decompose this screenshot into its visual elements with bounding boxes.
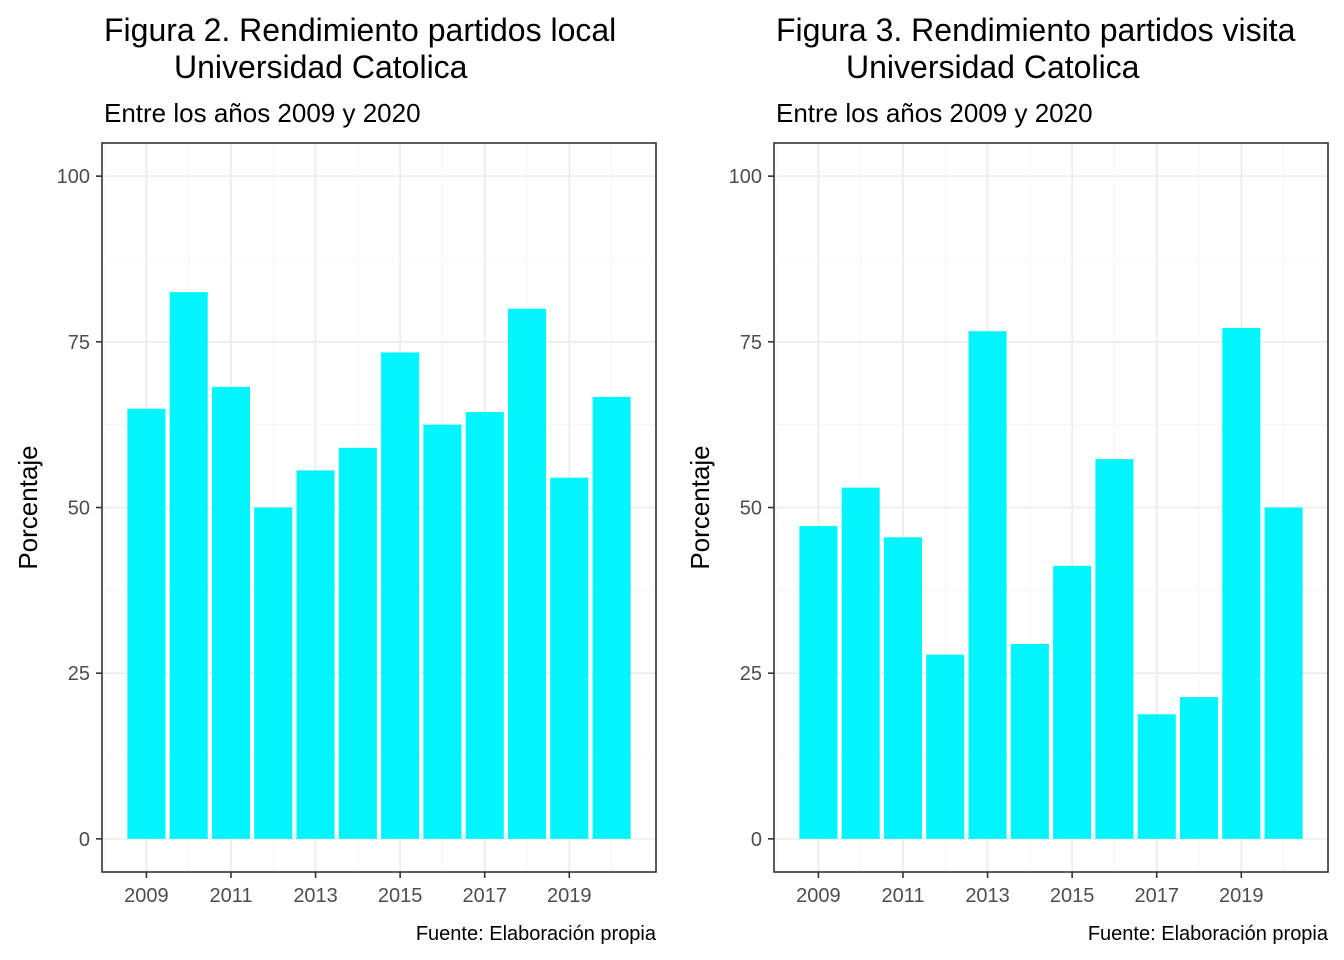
chart-title-line-1: Figura 3. Rendimiento partidos visita <box>776 12 1296 48</box>
chart-subtitle: Entre los años 2009 y 2020 <box>104 98 421 128</box>
y-tick-label: 100 <box>57 166 90 188</box>
bar-2017 <box>465 412 504 839</box>
y-tick-label: 0 <box>79 829 90 851</box>
y-tick-label: 100 <box>729 166 762 188</box>
x-tick-label: 2013 <box>965 885 1010 907</box>
bar-2009 <box>127 408 166 839</box>
chart-subtitle: Entre los años 2009 y 2020 <box>776 98 1093 128</box>
y-tick-label: 25 <box>740 663 762 685</box>
bar-2015 <box>1053 565 1092 839</box>
bar-2016 <box>1095 459 1134 839</box>
y-axis-label: Porcentaje <box>685 445 715 569</box>
x-tick-label: 2011 <box>209 885 252 907</box>
x-tick-label: 2017 <box>1134 885 1179 907</box>
bar-2018 <box>1179 697 1219 839</box>
bar-2018 <box>507 308 547 839</box>
bar-2011 <box>211 386 251 839</box>
bar-2014 <box>338 447 377 839</box>
x-tick-label: 2015 <box>378 885 423 907</box>
bar-2016 <box>423 424 462 839</box>
bar-2019 <box>1222 327 1261 839</box>
x-tick-label: 2015 <box>1050 885 1095 907</box>
chart-title-line-2: Universidad Catolica <box>846 49 1140 85</box>
chart-caption: Fuente: Elaboración propia <box>1088 923 1329 945</box>
x-tick-label: 2019 <box>547 885 592 907</box>
bar-2011 <box>883 537 923 839</box>
bar-2015 <box>381 352 420 839</box>
bar-2019 <box>550 477 589 839</box>
chart-title-line-1: Figura 2. Rendimiento partidos local <box>104 12 616 48</box>
y-tick-label: 50 <box>740 498 762 520</box>
bar-2012 <box>926 654 965 839</box>
chart-title-line-2: Universidad Catolica <box>174 49 468 85</box>
x-tick-label: 2009 <box>124 885 169 907</box>
x-tick-label: 2009 <box>796 885 841 907</box>
chart-visita: Figura 3. Rendimiento partidos visitaUni… <box>685 12 1329 945</box>
bar-2014 <box>1010 644 1049 839</box>
bar-2009 <box>799 526 838 839</box>
bar-2020 <box>592 396 631 839</box>
bar-2013 <box>296 470 335 839</box>
chart-local: Figura 2. Rendimiento partidos localUniv… <box>13 12 657 945</box>
y-tick-label: 75 <box>68 332 90 354</box>
y-tick-label: 75 <box>740 332 762 354</box>
bar-2010 <box>169 292 208 839</box>
x-tick-label: 2019 <box>1219 885 1264 907</box>
bar-2017 <box>1137 714 1176 839</box>
bar-2012 <box>254 507 293 839</box>
x-tick-label: 2011 <box>881 885 924 907</box>
x-tick-label: 2013 <box>293 885 338 907</box>
y-axis-label: Porcentaje <box>13 445 43 569</box>
y-tick-label: 25 <box>68 663 90 685</box>
bar-2010 <box>841 487 880 839</box>
y-tick-label: 0 <box>751 829 762 851</box>
x-tick-label: 2017 <box>462 885 507 907</box>
bar-2013 <box>968 331 1007 839</box>
chart-caption: Fuente: Elaboración propia <box>416 923 657 945</box>
bar-2020 <box>1264 507 1303 839</box>
y-tick-label: 50 <box>68 498 90 520</box>
